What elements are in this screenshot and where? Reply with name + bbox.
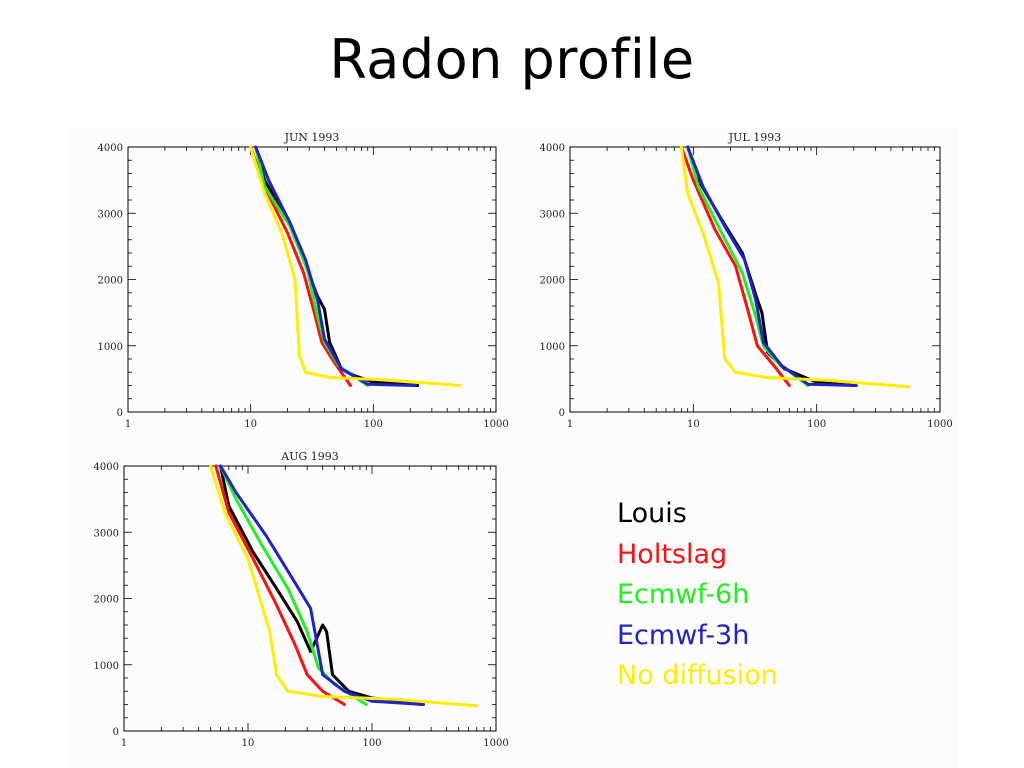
figure-background [68,128,958,768]
chart-jun: JUN 1993 1 10 100 1000 0 1000 2000 3000 4000 [98,131,509,430]
x-tick-label: 1000 [927,419,952,430]
legend-item-no-diffusion: No diffusion [617,660,778,691]
y-tick-label: 4000 [94,462,119,473]
legend-item-louis: Louis [617,498,687,529]
y-tick-label: 0 [117,408,123,419]
slide-title: Radon profile [329,28,695,91]
y-tick-label: 2000 [98,276,123,287]
x-tick-label: 1000 [483,419,508,430]
chart-title: AUG 1993 [280,450,339,463]
y-tick-label: 2000 [540,276,565,287]
x-tick-label: 100 [364,419,383,430]
series-line-no-diffusion [209,464,479,708]
series-line-no-diffusion [249,145,462,387]
y-tick-label: 3000 [540,209,565,220]
y-tick-label: 1000 [98,342,123,353]
x-tick-label: 1 [567,419,573,430]
legend-item-ecmwf-6h: Ecmwf-6h [617,579,750,610]
x-tick-label: 10 [242,738,255,749]
y-tick-label: 0 [113,727,119,738]
x-tick-label: 10 [244,419,257,430]
y-tick-label: 3000 [98,209,123,220]
chart-title: JUN 1993 [284,131,340,144]
x-tick-label: 1 [125,419,131,430]
y-tick-label: 1000 [94,661,119,672]
y-tick-label: 4000 [540,143,565,154]
x-tick-label: 10 [687,419,700,430]
y-tick-label: 2000 [94,595,119,606]
chart-aug: AUG 1993 1 10 100 1000 0 1000 2000 3000 4000 [94,450,509,749]
x-tick-label: 100 [807,419,826,430]
series-line-louis [254,145,420,387]
series-line-ecmwf-6h [254,145,370,387]
x-tick-label: 1 [121,738,127,749]
y-tick-label: 1000 [540,342,565,353]
series-line-holtslag [214,464,346,706]
y-tick-label: 0 [559,408,565,419]
y-tick-label: 3000 [94,528,119,539]
chart-title: JUL 1993 [728,131,781,144]
plot-frame [123,465,497,732]
x-tick-label: 100 [362,738,381,749]
legend: Louis Holtslag Ecmwf-6h Ecmwf-3h No diff… [617,494,778,697]
series-line-ecmwf-3h [219,464,425,706]
series-line-holtslag [679,145,791,387]
series-line-ecmwf-3h [254,145,417,387]
y-tick-label: 4000 [98,143,123,154]
plot-frame [569,146,941,413]
legend-item-ecmwf-3h: Ecmwf-3h [617,619,750,651]
series-line-no-diffusion [679,145,911,389]
legend-item-holtslag: Holtslag [617,538,728,570]
chart-jul: JUL 1993 1 10 100 1000 0 1000 2000 3000 4000 [540,131,953,430]
x-tick-label: 1000 [483,738,508,749]
